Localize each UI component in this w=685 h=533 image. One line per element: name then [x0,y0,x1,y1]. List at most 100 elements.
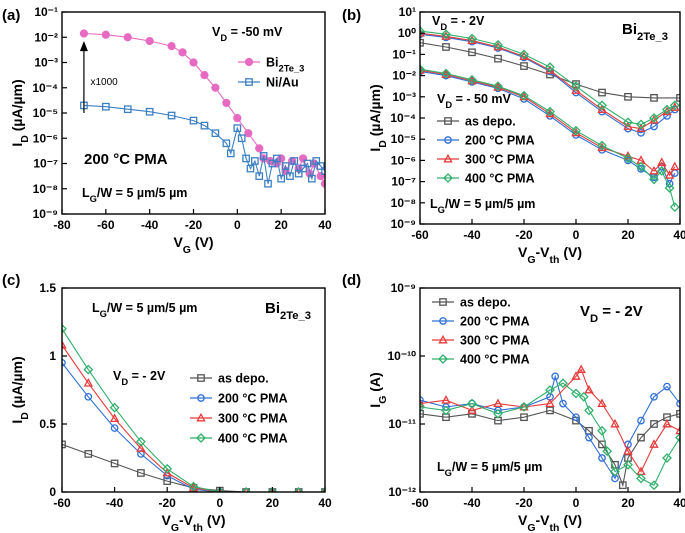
data-point-b-5-10 [649,165,659,175]
x-tick-label-c-3: 0 [216,496,223,510]
y-axis-title-a-sub: D [19,135,31,143]
annotation-material-c-sub: 2Te_3 [280,310,311,322]
data-point-a-0-23 [316,172,325,181]
data-point-c-0-0 [62,440,66,449]
annotation-vd50-b-part: V [437,92,446,106]
y-tick-label-b-10: 10¹ [399,5,416,19]
annotation-vd-d-part: = - 2V [598,303,643,320]
annotation-vd50-b: VD = - 50 mV [437,92,511,110]
y-tick-label-c-3: 1.5 [39,281,56,295]
annotation-lgw-c-part: L [92,301,100,315]
data-point-b-6-11 [656,166,667,176]
data-point-d-3-11 [602,446,613,457]
data-point-b-5-13 [670,161,680,171]
data-point-d-3-13 [623,459,633,470]
x-axis-title-c-part: (V) [203,512,226,528]
data-point-d-3-9 [584,405,594,416]
annotation-material-c-part: Bi [265,300,280,317]
data-point-a-0-6 [189,58,198,67]
x-axis-title-a-part: (V) [191,234,214,250]
data-point-a-1-25 [299,164,307,173]
data-point-d-2-7 [576,364,586,374]
y-axis-title-d-part: I [367,404,383,408]
plot-frame-a [61,11,326,215]
data-point-d-3-4 [519,402,529,412]
x-tick-label-c-1: -40 [106,496,124,510]
data-point-b-6-13 [669,202,680,212]
x-axis-title-a-part: V [173,234,183,250]
data-point-a-0-12 [255,144,264,153]
data-point-d-1-7 [559,399,567,408]
data-point-a-0-7 [200,71,209,80]
annotation-lgw-b-part: L [430,197,438,211]
annotation-lgw-a-sub: G [90,194,97,204]
data-point-b-3-11 [662,104,672,115]
plot-frame-d [419,287,681,493]
legend-d-marker-2 [438,334,448,344]
data-point-c-1-0 [62,358,66,367]
annotation-lgw-b-sub: G [438,205,445,215]
data-point-d-1-13 [637,416,645,425]
x-tick-label-d-4: 20 [621,496,635,510]
data-point-c-2-2 [109,413,120,423]
data-point-a-1-5 [189,116,198,125]
legend-a-text-0-part: Bi [266,56,279,70]
data-point-b-6-0 [420,64,425,75]
y-tick-label-b-5: 10⁻⁴ [390,111,416,125]
y-axis-title-a-part: (µA/µm) [9,79,25,135]
annotation-vd-d-part: V [580,303,590,320]
annotation-vd-a-sub: D [220,33,227,43]
data-point-c-2-4 [162,467,172,477]
data-point-b-6-12 [664,183,675,193]
x-axis-title-d: VG-Vth (V) [518,512,582,533]
data-point-a-1-23 [290,157,299,165]
series-group-a [79,29,325,188]
data-point-a-1-18 [268,159,277,168]
annotation-vd-a-part: = -50 mV [227,25,283,39]
legend-c-marker-0 [197,374,205,382]
annotation-vd50-b-part: = - 50 mV [452,92,511,106]
data-point-b-2-8 [623,121,633,130]
y-axis-title-a: ID (µA/µm) [9,79,31,146]
y-tick-label-a-3: 10⁻⁶ [33,131,58,145]
annotation-vd-a: VD = -50 mV [212,25,283,43]
data-point-d-2-3 [493,398,503,408]
data-point-a-1-16 [259,152,268,160]
legend-b-text-0: as depo. [465,115,516,129]
data-point-d-2-0 [420,398,425,408]
data-point-a-1-24 [294,169,303,178]
x-tick-label-b-3: 0 [573,228,580,242]
legend-d-text-0: as depo. [460,296,511,310]
data-point-c-0-4 [163,477,172,485]
data-point-b-5-12 [664,170,675,179]
y-tick-label-a-1: 10⁻⁸ [33,182,58,196]
data-point-d-2-15 [675,425,680,435]
y-axis-title-c-part: (µA/µm) [9,356,25,412]
data-point-b-3-5 [545,62,555,73]
data-point-b-0-2 [468,48,476,57]
data-point-c-3-3 [135,436,146,447]
data-point-a-0-0 [79,29,89,38]
y-tick-label-b-6: 10⁻³ [392,90,416,104]
data-point-d-3-0 [420,402,425,412]
annotation-lgw-a: LG/W = 5 µm/5 µm [82,186,187,204]
y-axis-title-d: IG (A) [367,372,389,407]
x-axis-title-b-part: V [518,244,528,260]
data-point-d-3-5 [545,385,555,395]
data-point-a-0-20 [298,154,308,163]
data-point-b-6-6 [571,125,581,136]
data-point-a-1-1 [101,102,110,111]
x-axis-title-a: VG (V) [173,234,213,256]
data-point-b-6-10 [649,174,659,185]
data-point-d-1-15 [663,382,671,391]
data-point-c-3-8 [267,487,278,492]
series-line-b-5 [420,69,676,177]
data-point-d-3-17 [675,432,680,443]
data-point-b-6-5 [545,106,555,117]
legend-c-text-1: 200 °C PMA [218,392,288,406]
y-tick-label-b-8: 10⁻¹ [392,47,416,61]
data-point-b-5-11 [657,157,667,166]
annotation-lgw-d-part: /W = 5 µm/5 µm [452,460,542,474]
legend-b-text-3: 400 °C PMA [465,172,535,186]
y-axis-title-b-sub: D [377,140,389,148]
